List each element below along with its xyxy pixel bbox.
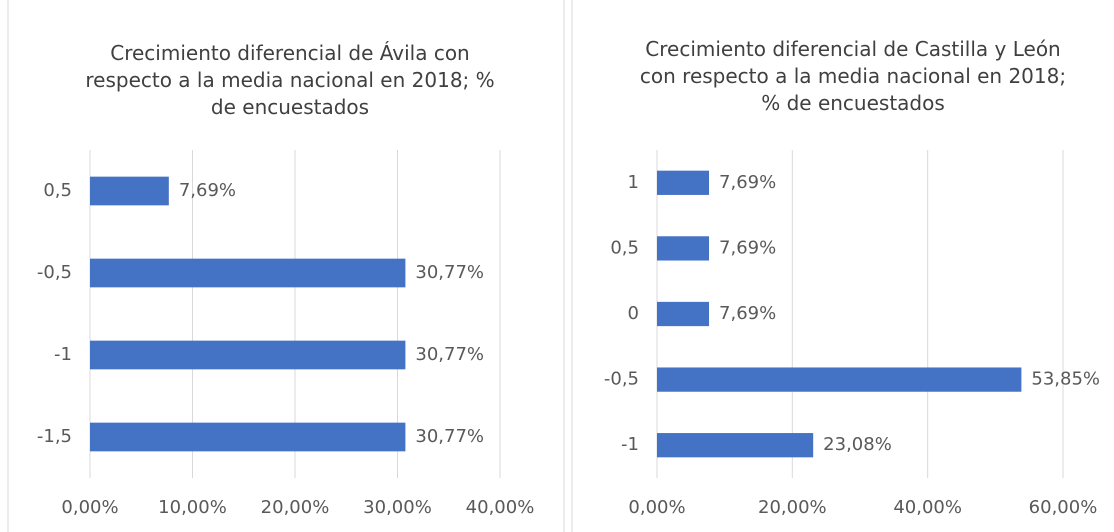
data-label: 30,77% bbox=[415, 262, 484, 283]
bar bbox=[90, 422, 406, 452]
data-label: 30,77% bbox=[415, 426, 484, 447]
x-tick-label: 60,00% bbox=[1029, 497, 1098, 518]
bar bbox=[657, 301, 710, 327]
bar bbox=[90, 340, 406, 370]
x-tick-label: 0,00% bbox=[628, 497, 685, 518]
y-tick-label: 0 bbox=[628, 303, 639, 324]
bar bbox=[657, 170, 710, 195]
panel-border bbox=[571, 0, 573, 532]
chart-title: Crecimiento diferencial de Castilla y Le… bbox=[639, 37, 1067, 115]
x-tick-label: 30,00% bbox=[363, 497, 432, 518]
x-tick-label: 40,00% bbox=[893, 497, 962, 518]
y-tick-label: 0,5 bbox=[43, 180, 72, 201]
y-tick-label: 0,5 bbox=[610, 237, 639, 258]
bar bbox=[90, 176, 169, 206]
x-tick-label: 40,00% bbox=[466, 497, 535, 518]
bar bbox=[657, 367, 1022, 392]
y-tick-label: 1 bbox=[628, 172, 639, 193]
x-tick-label: 0,00% bbox=[61, 497, 118, 518]
y-tick-label: -1 bbox=[54, 344, 72, 365]
y-tick-label: -0,5 bbox=[604, 369, 639, 390]
data-label: 53,85% bbox=[1031, 369, 1100, 390]
data-label: 30,77% bbox=[415, 344, 484, 365]
bar bbox=[657, 236, 710, 261]
panel-border bbox=[7, 0, 565, 532]
y-tick-label: -1 bbox=[621, 434, 639, 455]
y-tick-label: -0,5 bbox=[37, 262, 72, 283]
data-label: 7,69% bbox=[719, 237, 776, 258]
data-label: 7,69% bbox=[719, 303, 776, 324]
bar bbox=[90, 258, 406, 288]
data-label: 7,69% bbox=[719, 172, 776, 193]
data-label: 23,08% bbox=[823, 434, 892, 455]
bar bbox=[657, 433, 814, 458]
x-tick-label: 10,00% bbox=[158, 497, 227, 518]
x-tick-label: 20,00% bbox=[758, 497, 827, 518]
data-label: 7,69% bbox=[179, 180, 236, 201]
chart-title: Crecimiento diferencial de Ávila con res… bbox=[85, 41, 495, 119]
y-tick-label: -1,5 bbox=[37, 426, 72, 447]
x-tick-label: 20,00% bbox=[261, 497, 330, 518]
